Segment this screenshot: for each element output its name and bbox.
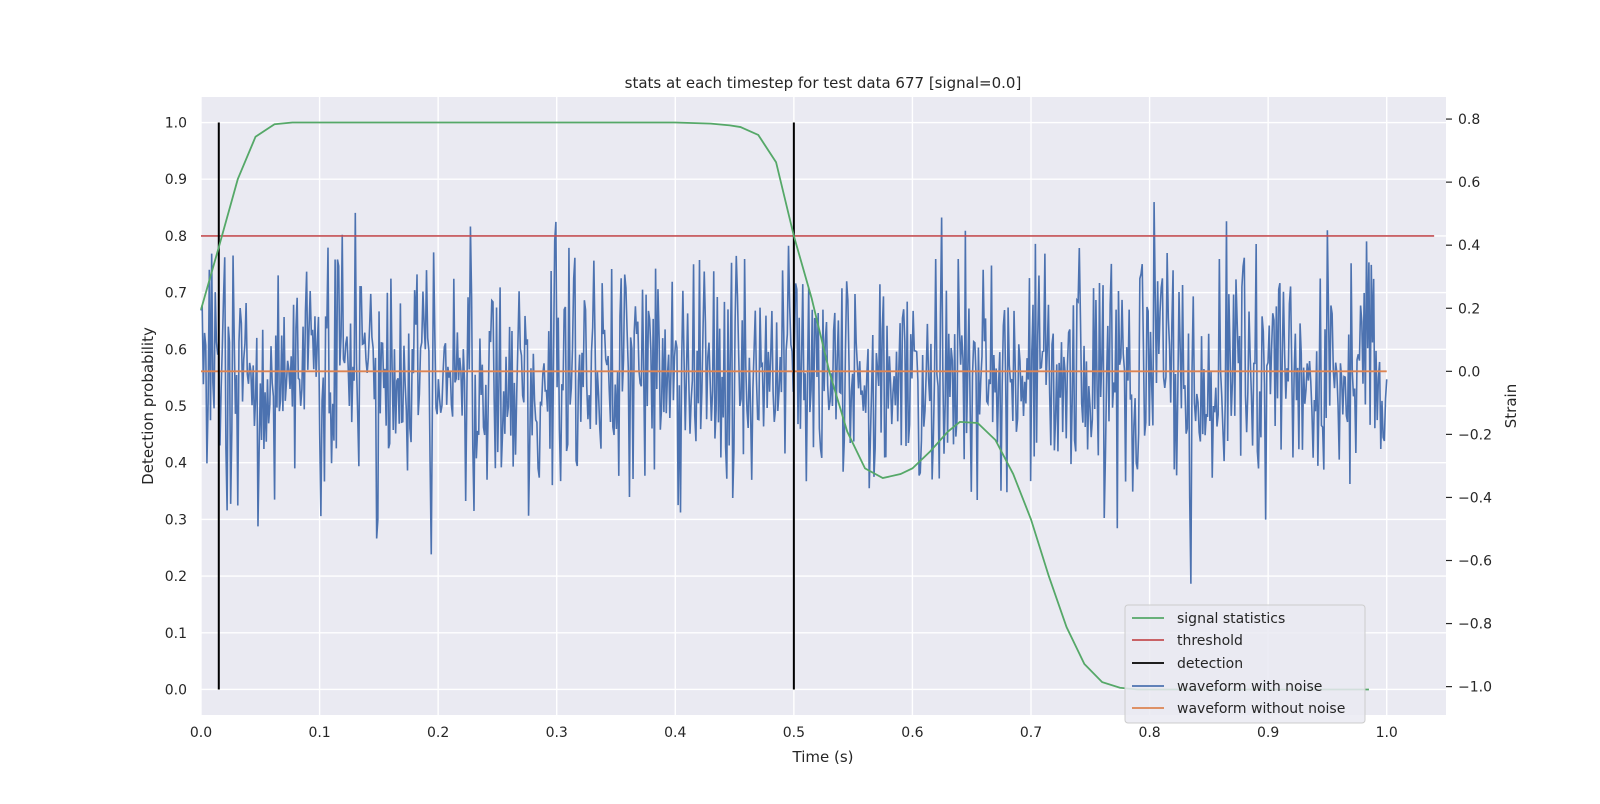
x-axis-label: Time (s) [792,748,854,766]
legend-label-detection: detection [1177,656,1243,672]
series-layer [200,121,1435,691]
y-right-tick-label: −0.4 [1458,490,1492,506]
legend-label-waveform-without-noise: waveform without noise [1177,701,1345,717]
y-axis-right-label: Strain [1502,384,1520,428]
legend-box [1124,604,1366,724]
y-tick-label: 0.7 [165,286,187,302]
y-tick-label: 0.8 [165,229,187,245]
y-right-tick-label: −0.6 [1458,554,1492,570]
x-tick-label: 0.4 [664,725,686,741]
x-tick-label: 0.3 [546,725,568,741]
y-tick-label: 0.4 [165,456,187,472]
y-right-tick-label: 0.4 [1458,238,1480,254]
y-axis-label: Detection probability [139,327,157,485]
x-tick-label: 0.0 [190,725,212,741]
y-axis-left: 0.0 0.1 0.2 0.3 0.4 0.5 0.6 0.7 0.8 0.9 1.0 [165,116,187,699]
y-tick-label: 0.2 [165,569,187,585]
x-tick-label: 0.7 [1020,725,1042,741]
y-tick-label: 0.3 [165,512,187,528]
legend-label-waveform-with-noise: waveform with noise [1177,679,1322,695]
x-tick-label: 0.5 [783,725,805,741]
y-tick-label: 0.1 [165,626,187,642]
y-right-tick-label: −0.8 [1458,617,1492,633]
y-axis-right: 0.8 0.6 0.4 0.2 0.0 −0.2 −0.4 −0.6 −0.8 −1.0 [1446,112,1492,696]
y-tick-label: 1.0 [165,116,187,132]
y-tick-label: 0.5 [165,399,187,415]
y-tick-label: 0.6 [165,342,187,358]
y-right-tick-label: −0.2 [1458,427,1492,443]
legend-label-signal-statistics: signal statistics [1177,611,1285,627]
x-tick-label: 0.1 [308,725,330,741]
x-tick-label: 0.2 [427,725,449,741]
y-tick-label: 0.0 [165,682,187,698]
y-right-tick-label: 0.6 [1458,175,1480,191]
x-tick-label: 1.0 [1376,725,1398,741]
x-tick-label: 0.6 [901,725,923,741]
chart-title: stats at each timestep for test data 677… [625,74,1022,92]
x-axis: 0.0 0.1 0.2 0.3 0.4 0.5 0.6 0.7 0.8 0.9 1.0 [190,725,1398,741]
y-right-tick-label: 0.0 [1458,364,1480,380]
y-right-tick-label: 0.8 [1458,112,1480,128]
signal-statistics-line [200,121,1369,691]
y-tick-label: 0.9 [165,172,187,188]
legend: signal statistics threshold detection wa… [1124,604,1366,724]
legend-label-threshold: threshold [1177,633,1243,649]
x-tick-label: 0.9 [1257,725,1279,741]
y-right-tick-label: −1.0 [1458,680,1492,696]
y-right-tick-label: 0.2 [1458,301,1480,317]
x-tick-label: 0.8 [1138,725,1160,741]
